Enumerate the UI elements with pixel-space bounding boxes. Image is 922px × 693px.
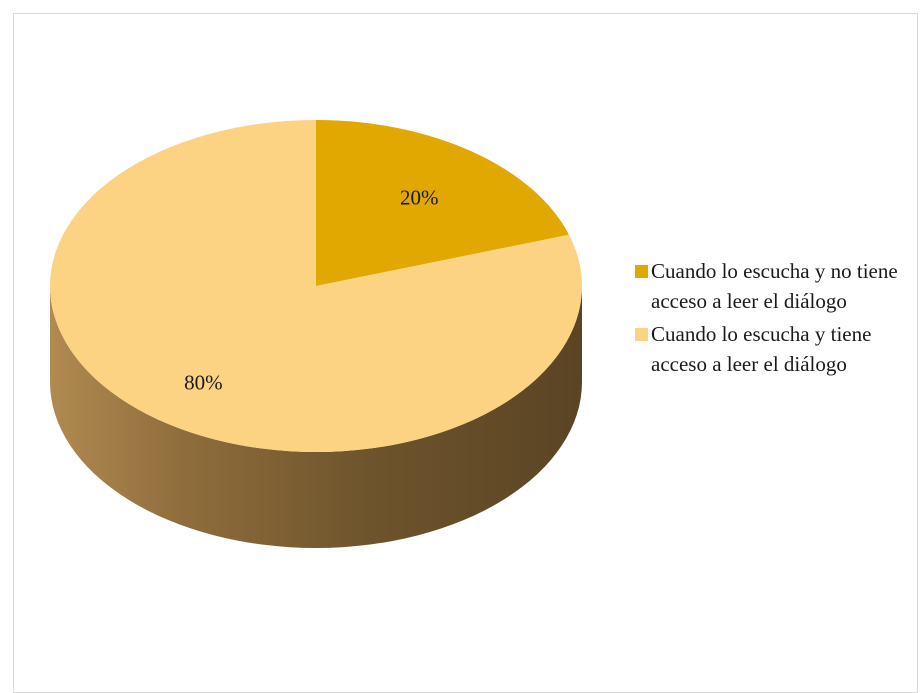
- legend-label-2: Cuando lo escucha y tiene acceso a leer …: [651, 322, 872, 376]
- slice-label-1: 20%: [400, 185, 439, 209]
- legend-swatch-1: [635, 265, 648, 278]
- pie-slices: [49, 120, 582, 452]
- legend-item-1: Cuando lo escucha y no tiene acceso a le…: [635, 256, 900, 316]
- pie-3d-side: [50, 286, 582, 548]
- chart-legend: Cuando lo escucha y no tiene acceso a le…: [635, 256, 900, 382]
- pie-slice-2: [49, 120, 582, 452]
- pie-slice-1: [316, 120, 569, 286]
- slice-label-2: 80%: [184, 371, 223, 395]
- legend-label-1: Cuando lo escucha y no tiene acceso a le…: [651, 259, 898, 313]
- legend-item-2: Cuando lo escucha y tiene acceso a leer …: [635, 319, 900, 379]
- legend-swatch-2: [635, 328, 648, 341]
